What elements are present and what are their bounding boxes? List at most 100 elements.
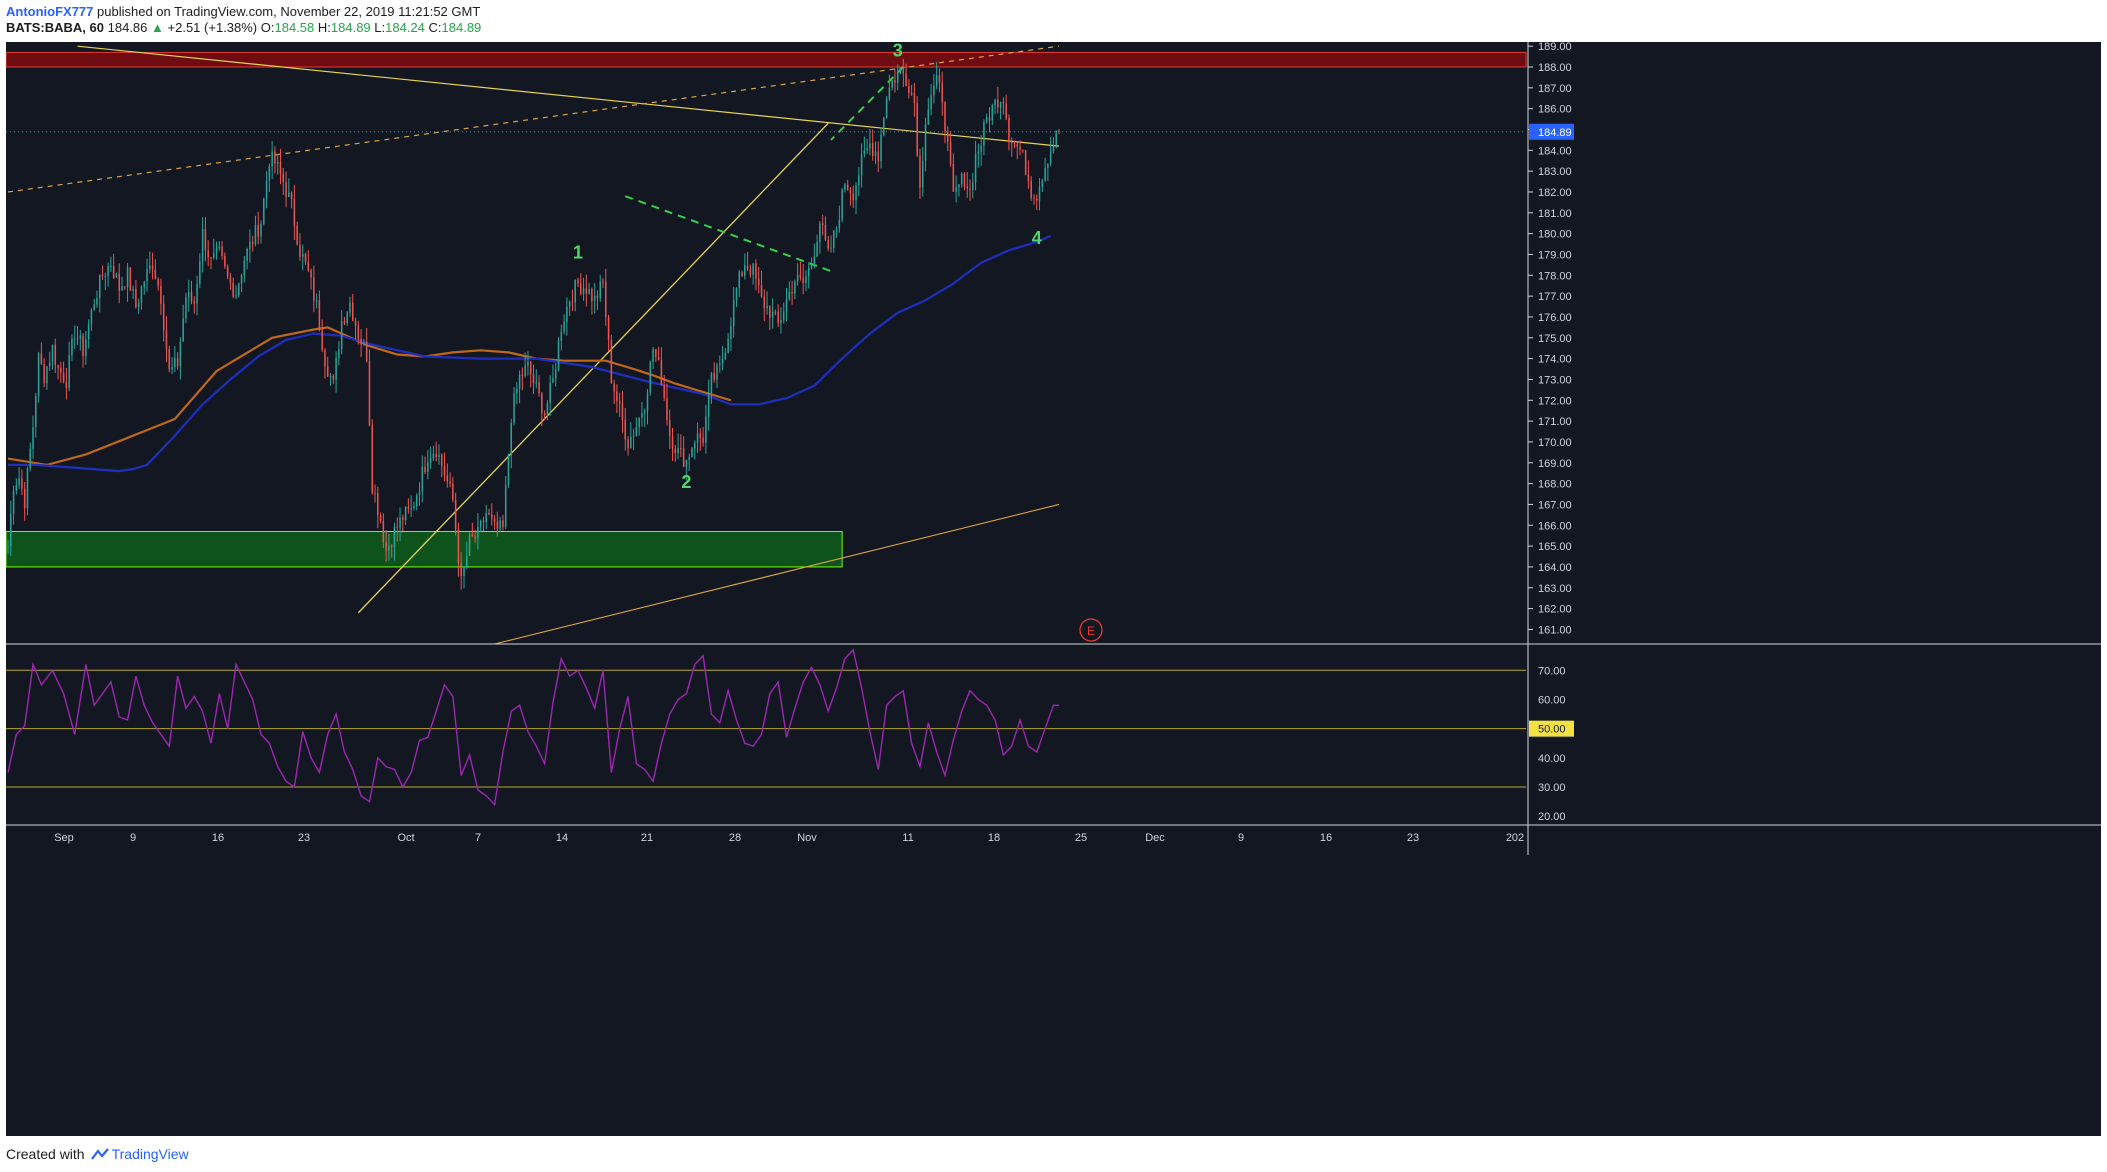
candle[interactable] [29,442,32,472]
candle[interactable] [143,280,146,295]
candle[interactable] [674,444,677,462]
candle[interactable] [641,401,643,427]
candle[interactable] [613,379,615,404]
candle[interactable] [112,253,115,279]
candle[interactable] [816,234,818,257]
candle[interactable] [994,98,996,115]
candle[interactable] [988,107,991,133]
candle[interactable] [846,179,849,191]
ascending-dashed-trendline[interactable] [7,45,1060,193]
candle[interactable] [902,58,905,87]
candle[interactable] [212,238,215,260]
candle[interactable] [763,289,766,322]
candle[interactable] [504,476,507,529]
candle[interactable] [883,116,885,137]
candle[interactable] [57,364,59,380]
candle[interactable] [771,298,774,329]
candle[interactable] [655,348,657,362]
candle[interactable] [407,498,410,514]
candle[interactable] [880,127,882,169]
candle[interactable] [471,522,474,537]
candle[interactable] [463,566,465,589]
candle[interactable] [343,316,346,326]
candle[interactable] [160,278,162,315]
candle[interactable] [60,361,62,383]
candle[interactable] [349,296,351,317]
candle[interactable] [766,291,768,315]
candle[interactable] [251,235,254,252]
candle[interactable] [332,374,335,385]
axes-layer[interactable]: 161.00 162.00 163.00 164.00 165.00 166.00 167.… [6,41,2101,855]
candle[interactable] [855,182,857,215]
candle[interactable] [121,276,123,291]
candle[interactable] [616,384,618,414]
candle[interactable] [802,264,804,295]
candle[interactable] [507,453,510,489]
candle[interactable] [329,373,332,386]
candle[interactable] [985,113,988,124]
candle[interactable] [785,287,788,322]
candle[interactable] [1013,140,1016,149]
candle[interactable] [871,129,874,161]
candle[interactable] [671,427,674,461]
candle[interactable] [819,220,821,254]
candle[interactable] [98,274,101,313]
candle[interactable] [794,279,796,300]
candle[interactable] [382,513,385,548]
candle[interactable] [910,84,913,97]
candle[interactable] [682,436,685,468]
candle[interactable] [107,262,109,287]
candle[interactable] [735,287,738,308]
candle[interactable] [905,63,907,87]
candle[interactable] [713,362,715,383]
candle[interactable] [891,78,893,91]
candle[interactable] [304,252,307,265]
candle[interactable] [1016,141,1019,160]
candle[interactable] [454,492,457,536]
candle[interactable] [699,428,702,451]
candle[interactable] [630,422,632,449]
candle[interactable] [888,74,891,101]
candle[interactable] [1030,175,1032,201]
candle[interactable] [176,352,179,370]
candle[interactable] [468,532,471,557]
candle[interactable] [791,280,793,305]
candle[interactable] [657,346,660,361]
candle[interactable] [566,297,568,336]
candle[interactable] [908,79,910,99]
candle[interactable] [991,103,994,125]
candle[interactable] [849,187,852,206]
candle[interactable] [755,259,757,291]
candle[interactable] [782,302,785,324]
candle[interactable] [190,280,193,305]
candle[interactable] [21,469,23,495]
candle[interactable] [393,522,396,561]
candle[interactable] [919,148,921,199]
candle[interactable] [732,287,735,338]
candle[interactable] [885,96,888,119]
candle[interactable] [457,522,460,577]
candle[interactable] [210,256,212,270]
candle[interactable] [721,345,724,371]
candle[interactable] [187,279,190,312]
candle[interactable] [693,440,696,460]
candle[interactable] [224,252,226,269]
candle[interactable] [1008,114,1010,151]
candle[interactable] [271,141,273,180]
candle[interactable] [1044,157,1046,182]
candle[interactable] [668,409,671,449]
candle[interactable] [624,408,627,451]
candle[interactable] [15,478,18,495]
candle[interactable] [760,271,763,298]
candle[interactable] [193,296,196,314]
candle[interactable] [48,351,51,371]
candle[interactable] [518,370,521,404]
candle[interactable] [243,255,246,283]
candle[interactable] [238,282,240,298]
candle[interactable] [221,241,223,260]
candle[interactable] [646,389,649,425]
candle[interactable] [716,362,718,389]
candle[interactable] [805,270,807,291]
candle[interactable] [1047,163,1049,181]
